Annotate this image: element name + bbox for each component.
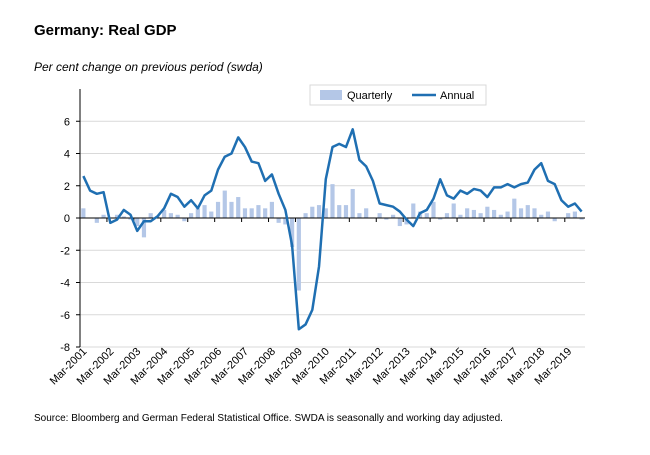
quarterly-bar [168, 213, 173, 218]
quarterly-bar [451, 203, 456, 218]
quarterly-bar [397, 218, 402, 227]
quarterly-bar [552, 218, 557, 222]
quarterly-bar [162, 209, 167, 218]
quarterly-bar [229, 201, 234, 218]
quarterly-bar [189, 213, 194, 218]
quarterly-bar [202, 205, 207, 218]
quarterly-bar [249, 208, 254, 218]
quarterly-bar [303, 213, 308, 218]
quarterly-bar [323, 208, 328, 218]
quarterly-bar [128, 218, 133, 220]
quarterly-bar [357, 213, 362, 218]
quarterly-bar [195, 208, 200, 218]
quarterly-bars [81, 184, 584, 291]
quarterly-bar [566, 213, 571, 218]
legend: Quarterly Annual [309, 84, 487, 106]
quarterly-bar [471, 209, 476, 218]
chart-title: Germany: Real GDP [34, 22, 177, 39]
quarterly-bar [236, 197, 241, 218]
quarterly-bar [411, 203, 416, 218]
legend-label-quarterly: Quarterly [347, 90, 393, 102]
quarterly-bar [141, 218, 147, 238]
quarterly-bar [256, 205, 261, 218]
quarterly-bar [512, 198, 517, 218]
gridlines [80, 120, 585, 348]
quarterly-bar [545, 211, 551, 218]
quarterly-bar [209, 211, 214, 218]
quarterly-bar [444, 213, 450, 218]
quarterly-bar [269, 201, 274, 218]
quarterly-bar [525, 205, 530, 218]
axes [76, 89, 585, 348]
y-tick-labels: -8 -6 -4 -2 0 2 4 6 [60, 116, 70, 354]
x-tick-labels: Mar-2001Mar-2002Mar-2003Mar-2004Mar-2005… [48, 346, 575, 388]
quarterly-bar [316, 205, 322, 218]
quarterly-bar [148, 213, 153, 218]
quarterly-bar [290, 218, 295, 248]
y-tick-label: -8 [60, 342, 70, 354]
quarterly-bar [81, 208, 86, 218]
quarterly-bar [465, 208, 470, 218]
y-axis-label: Per cent change on previous period (swda… [34, 60, 263, 74]
quarterly-bar [337, 205, 342, 218]
quarterly-bar [263, 208, 268, 218]
quarterly-bar [343, 205, 349, 218]
quarterly-bar [114, 214, 120, 218]
quarterly-bar [94, 218, 99, 223]
annual-line-group [82, 128, 583, 331]
quarterly-bar [350, 188, 355, 218]
quarterly-bar [431, 201, 436, 218]
quarterly-bar [377, 213, 382, 218]
quarterly-bar [384, 218, 389, 220]
quarterly-bar [505, 211, 510, 218]
quarterly-bar [539, 214, 544, 218]
y-tick-label: 6 [64, 116, 70, 128]
quarterly-bar [364, 208, 369, 218]
quarterly-bar [283, 218, 288, 225]
quarterly-bar [242, 208, 248, 218]
y-tick-label: -4 [60, 278, 70, 290]
quarterly-bar [424, 213, 429, 218]
quarterly-bar [296, 218, 301, 291]
legend-swatch-quarterly [320, 90, 342, 100]
quarterly-bar [438, 218, 443, 220]
quarterly-bar [391, 214, 396, 218]
source-note: Source: Bloomberg and German Federal Sta… [34, 413, 503, 424]
y-tick-label: 2 [64, 181, 70, 193]
legend-label-annual: Annual [440, 90, 474, 102]
legend-box [309, 84, 487, 106]
quarterly-bar [579, 218, 584, 220]
quarterly-bar [518, 208, 524, 218]
quarterly-bar [458, 214, 463, 218]
quarterly-bar [492, 209, 497, 218]
quarterly-bar [215, 201, 221, 218]
y-tick-label: -2 [60, 245, 70, 257]
quarterly-bar [121, 216, 126, 218]
quarterly-bar [182, 218, 187, 222]
quarterly-bar [310, 206, 315, 218]
annual-line [82, 128, 583, 331]
y-tick-label: 4 [64, 149, 70, 161]
quarterly-bar [532, 208, 537, 218]
quarterly-bar [572, 211, 577, 218]
y-tick-label: -6 [60, 310, 70, 322]
quarterly-bar [478, 213, 483, 218]
quarterly-bar [175, 214, 180, 218]
quarterly-bar [222, 190, 227, 218]
quarterly-bar [135, 218, 140, 227]
quarterly-bar [101, 214, 106, 218]
quarterly-bar [276, 218, 281, 223]
quarterly-bar [498, 214, 503, 218]
y-tick-label: 0 [64, 213, 70, 225]
quarterly-bar [330, 184, 335, 218]
quarterly-bar [485, 206, 490, 218]
